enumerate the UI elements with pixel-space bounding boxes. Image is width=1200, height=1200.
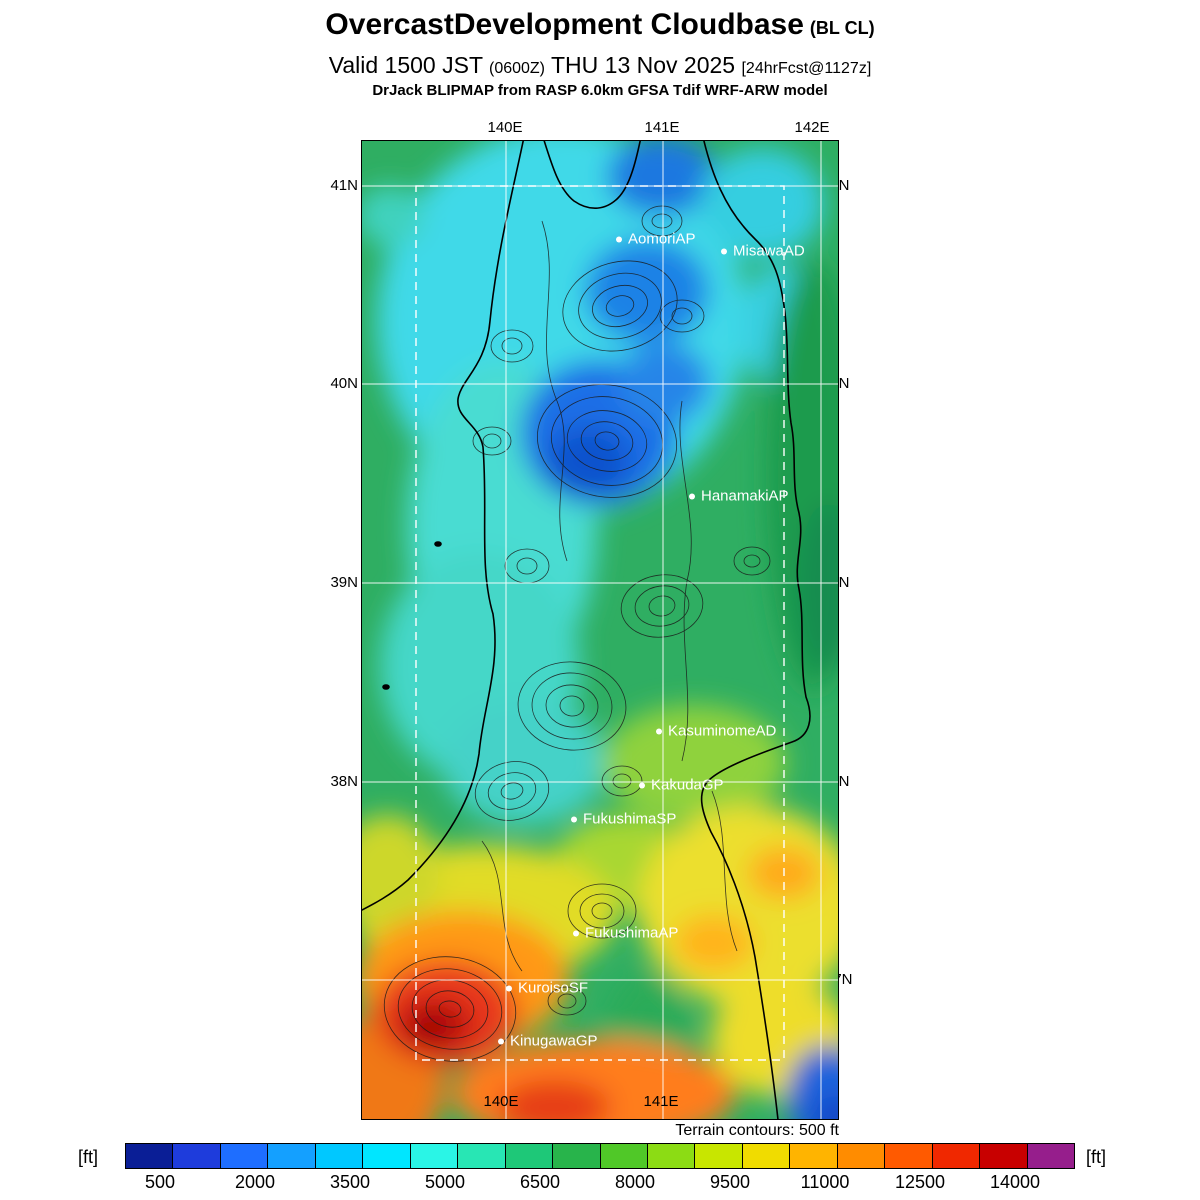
colorbar-unit-left: [ft] — [78, 1147, 99, 1167]
colorbar-tick-label: 9500 — [709, 1172, 751, 1192]
valid-fcst: [24hrFcst@1127z] — [741, 60, 872, 77]
colorbar-segment — [409, 1144, 458, 1168]
colorbar-tick-label: 500 — [144, 1172, 176, 1192]
colorbar-segment — [219, 1144, 268, 1168]
station-dot-icon — [573, 930, 579, 936]
valid-zulu: (0600Z) — [488, 60, 546, 77]
colorbar-segment — [694, 1144, 742, 1168]
colorbar-tick-label: 6500 — [519, 1172, 561, 1192]
station-marker-FukushimaSP: FukushimaSP — [571, 811, 676, 828]
colorbar-segment — [126, 1144, 173, 1168]
station-marker-KakudaGP: KakudaGP — [639, 777, 724, 794]
station-dot-icon — [689, 493, 695, 499]
colorbar-segment — [504, 1144, 553, 1168]
station-label: KasuminomeAD — [668, 722, 777, 740]
colorbar-segment — [979, 1144, 1027, 1168]
lon-label-top-142E: 142E — [794, 119, 830, 136]
colorbar-segment — [362, 1144, 410, 1168]
colorbar-tick-label: 8000 — [614, 1172, 656, 1192]
station-label: KakudaGP — [651, 776, 724, 794]
lon-label-bottom-140E: 140E — [483, 1093, 519, 1110]
colorbar-tick-label: 5000 — [424, 1172, 466, 1192]
valid-line: Valid 1500 JST (0600Z) THU 13 Nov 2025 [… — [0, 52, 1200, 79]
lat-label-left-39N: 39N — [330, 574, 358, 591]
station-dot-icon — [616, 236, 622, 242]
station-dot-icon — [571, 816, 577, 822]
station-dot-icon — [639, 782, 645, 788]
colorbar-segment — [741, 1144, 790, 1168]
colorbar-tick-label: 14000 — [989, 1172, 1041, 1192]
colorbar-segment — [931, 1144, 980, 1168]
station-label: MisawaAD — [733, 242, 805, 260]
lon-label-top-140E: 140E — [487, 119, 523, 136]
station-dot-icon — [656, 728, 662, 734]
domain-boundary-box — [415, 185, 785, 1061]
station-label: FukushimaAP — [585, 924, 679, 942]
station-label: KinugawaGP — [510, 1032, 598, 1050]
colorbar-segment — [172, 1144, 220, 1168]
lon-label-top-141E: 141E — [644, 119, 680, 136]
colorbar-segment — [789, 1144, 837, 1168]
terrain-contours-note: Terrain contours: 500 ft — [675, 1122, 839, 1139]
station-label: FukushimaSP — [583, 810, 677, 828]
colorbar-segment — [599, 1144, 647, 1168]
station-label: KuroisoSF — [518, 979, 589, 997]
station-marker-FukushimaAP: FukushimaAP — [573, 925, 678, 942]
colorbar-segment — [1026, 1144, 1075, 1168]
colorbar-unit-right: [ft] — [1086, 1147, 1107, 1167]
valid-date: THU 13 Nov 2025 — [551, 52, 736, 78]
colorbar-segment — [552, 1144, 600, 1168]
forecast-map: AomoriAP MisawaAD HanamakiAP KasuminomeAD Ka… — [361, 140, 839, 1120]
station-dot-icon — [498, 1038, 504, 1044]
page-title: OvercastDevelopment Cloudbase (BL CL) — [0, 8, 1200, 42]
station-marker-HanamakiAP: HanamakiAP — [689, 488, 789, 505]
station-marker-AomoriAP: AomoriAP — [616, 231, 696, 248]
colorbar-segment — [314, 1144, 363, 1168]
station-marker-KinugawaGP: KinugawaGP — [498, 1033, 598, 1050]
colorbar-segment — [646, 1144, 695, 1168]
title-text: OvercastDevelopment Cloudbase — [325, 8, 804, 41]
colorbar-tick-label: 3500 — [329, 1172, 371, 1192]
station-layer: AomoriAP MisawaAD HanamakiAP KasuminomeAD Ka… — [362, 141, 838, 1119]
station-dot-icon — [721, 248, 727, 254]
colorbar-segment — [267, 1144, 315, 1168]
valid-time: Valid 1500 JST — [328, 52, 483, 78]
station-marker-KasuminomeAD: KasuminomeAD — [656, 723, 776, 740]
title-suffix: (BL CL) — [809, 18, 875, 38]
colorbar-segment — [884, 1144, 932, 1168]
model-line: DrJack BLIPMAP from RASP 6.0km GFSA Tdif… — [372, 82, 828, 99]
lat-label-left-38N: 38N — [330, 773, 358, 790]
station-label: AomoriAP — [628, 230, 696, 248]
lon-label-bottom-141E: 141E — [643, 1093, 679, 1110]
colorbar-segment — [836, 1144, 885, 1168]
coastline — [362, 141, 811, 1119]
colorbar-ticks: 500 2000 3500 5000 6500 8000 9500 11000 12500 140… — [125, 1172, 1075, 1194]
station-label: HanamakiAP — [701, 487, 789, 505]
station-marker-MisawaAD: MisawaAD — [721, 243, 805, 260]
colorbar — [125, 1143, 1075, 1169]
colorbar-tick-label: 2000 — [234, 1172, 276, 1192]
lat-label-left-41N: 41N — [330, 177, 358, 194]
lat-label-left-40N: 40N — [330, 375, 358, 392]
colorbar-tick-label: 12500 — [894, 1172, 946, 1192]
station-dot-icon — [506, 985, 512, 991]
colorbar-tick-label: 11000 — [800, 1172, 850, 1192]
cloudbase-field-svg — [362, 141, 838, 1119]
station-marker-KuroisoSF: KuroisoSF — [506, 980, 588, 997]
colorbar-segment — [457, 1144, 505, 1168]
terrain-contours — [383, 205, 771, 1062]
graticule — [362, 141, 838, 1119]
